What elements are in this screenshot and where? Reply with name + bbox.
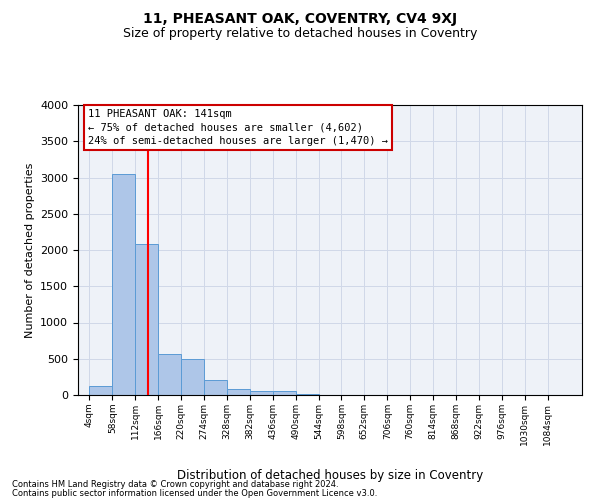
Bar xyxy=(250,390,273,395)
Bar xyxy=(296,394,319,395)
Bar xyxy=(135,244,158,395)
Text: Contains public sector information licensed under the Open Government Licence v3: Contains public sector information licen… xyxy=(12,488,377,498)
Bar xyxy=(273,392,296,395)
Y-axis label: Number of detached properties: Number of detached properties xyxy=(25,162,35,338)
Bar xyxy=(89,386,112,395)
Bar xyxy=(227,389,250,395)
Text: 11, PHEASANT OAK, COVENTRY, CV4 9XJ: 11, PHEASANT OAK, COVENTRY, CV4 9XJ xyxy=(143,12,457,26)
Text: 11 PHEASANT OAK: 141sqm
← 75% of detached houses are smaller (4,602)
24% of semi: 11 PHEASANT OAK: 141sqm ← 75% of detache… xyxy=(88,110,388,146)
Text: Contains HM Land Registry data © Crown copyright and database right 2024.: Contains HM Land Registry data © Crown c… xyxy=(12,480,338,489)
Bar xyxy=(204,380,227,395)
Bar xyxy=(112,174,135,395)
Text: Distribution of detached houses by size in Coventry: Distribution of detached houses by size … xyxy=(177,470,483,482)
Bar xyxy=(181,359,204,395)
Text: Size of property relative to detached houses in Coventry: Size of property relative to detached ho… xyxy=(123,28,477,40)
Bar xyxy=(158,354,181,395)
